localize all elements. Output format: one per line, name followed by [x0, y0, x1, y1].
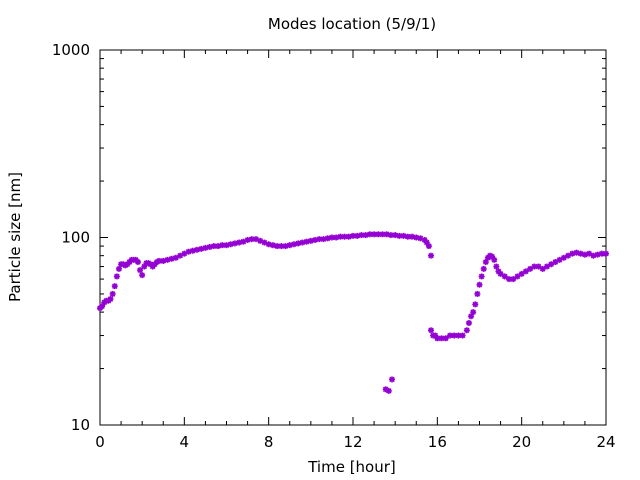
data-point — [560, 254, 567, 261]
data-point — [324, 235, 331, 242]
data-point — [548, 261, 555, 268]
data-point — [472, 301, 479, 308]
y-axis: 10 100 1000 — [52, 41, 606, 434]
data-point — [428, 252, 435, 259]
data-point — [109, 290, 116, 297]
data-point — [543, 263, 550, 270]
data-point — [438, 335, 445, 342]
x-tick-label: 16 — [428, 433, 447, 451]
x-axis: 0 4 8 12 16 20 24 — [95, 50, 616, 451]
data-point — [476, 281, 483, 288]
data-point — [425, 243, 432, 250]
y-axis-label: Particle size [nm] — [6, 172, 24, 302]
chart-title: Modes location (5/9/1) — [268, 15, 436, 33]
data-point — [389, 376, 396, 383]
data-point — [274, 243, 281, 250]
data-point — [137, 267, 144, 274]
data-point — [603, 250, 609, 257]
data-point — [328, 234, 335, 241]
x-tick-label: 8 — [264, 433, 274, 451]
data-points — [97, 231, 609, 394]
data-point — [278, 243, 285, 250]
data-point — [480, 265, 487, 272]
data-point — [594, 251, 601, 258]
data-point — [522, 268, 529, 275]
data-point — [442, 335, 449, 342]
y-tick-label: 1000 — [52, 41, 90, 59]
data-point — [107, 295, 114, 302]
data-point — [303, 238, 310, 245]
x-tick-label: 24 — [596, 433, 615, 451]
data-point — [518, 270, 525, 277]
data-point — [514, 273, 521, 280]
data-point — [493, 263, 500, 270]
data-point — [539, 265, 546, 272]
x-tick-label: 12 — [343, 433, 362, 451]
x-tick-label: 0 — [95, 433, 105, 451]
data-point — [248, 236, 255, 243]
data-point — [139, 272, 146, 279]
data-point — [244, 236, 251, 243]
data-point — [113, 273, 120, 280]
data-point — [134, 259, 141, 266]
y-tick-label: 100 — [61, 229, 90, 247]
data-point — [478, 273, 485, 280]
x-axis-label: Time [hour] — [307, 458, 396, 476]
data-point — [535, 263, 542, 270]
data-point — [111, 283, 118, 290]
data-point — [350, 232, 356, 239]
data-point — [527, 265, 534, 272]
data-point — [428, 327, 435, 334]
data-point — [463, 327, 470, 334]
data-point — [465, 319, 472, 326]
x-tick-label: 4 — [180, 433, 190, 451]
data-point — [459, 332, 466, 339]
data-point — [385, 387, 392, 394]
y-tick-label: 10 — [71, 416, 90, 434]
x-tick-label: 20 — [512, 433, 531, 451]
data-point — [227, 241, 234, 248]
data-point — [497, 270, 504, 277]
data-point — [470, 309, 477, 316]
data-point — [474, 290, 481, 297]
data-point — [510, 276, 517, 283]
data-point — [491, 256, 498, 263]
data-point — [455, 332, 462, 339]
data-point — [115, 265, 122, 272]
data-point — [501, 273, 508, 280]
